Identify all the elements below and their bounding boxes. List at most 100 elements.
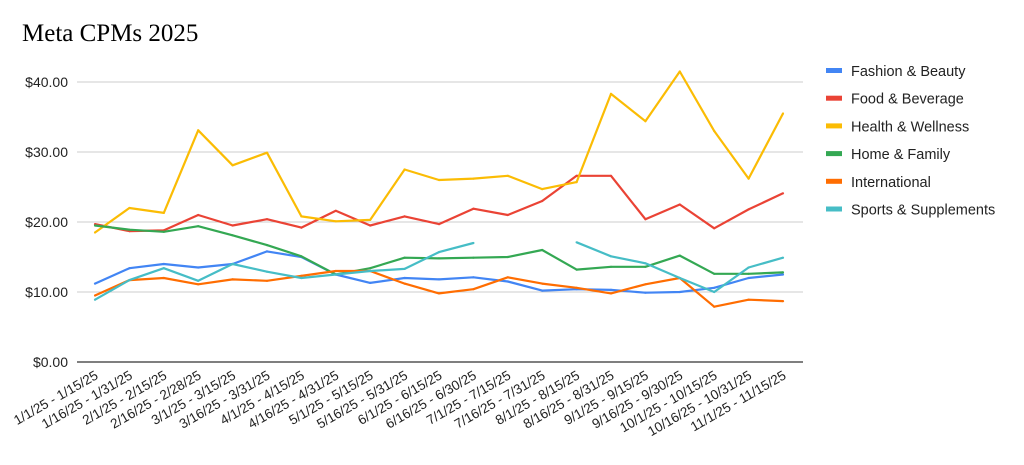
- data-point: [575, 181, 578, 184]
- data-point: [678, 70, 681, 73]
- y-tick-label: $10.00: [25, 284, 68, 300]
- data-point: [197, 283, 200, 286]
- legend-swatch: [826, 123, 842, 129]
- data-point: [265, 270, 269, 273]
- data-point: [713, 305, 716, 308]
- data-point: [437, 251, 441, 254]
- data-point: [437, 223, 441, 226]
- data-point: [644, 262, 647, 265]
- data-point: [644, 291, 647, 294]
- data-point: [231, 234, 234, 237]
- data-point: [781, 192, 785, 195]
- data-point: [541, 188, 544, 191]
- data-point: [472, 207, 475, 210]
- data-point: [231, 164, 234, 167]
- data-point: [437, 257, 441, 260]
- y-tick-label: $40.00: [25, 74, 68, 90]
- data-point: [128, 206, 131, 210]
- data-point: [713, 272, 716, 275]
- data-point: [369, 269, 372, 273]
- data-point: [93, 298, 97, 301]
- data-point: [403, 168, 406, 171]
- data-point: [644, 283, 647, 286]
- data-point: [231, 262, 234, 266]
- data-point: [609, 265, 613, 268]
- legend-swatch: [826, 151, 842, 157]
- y-tick-label: $0.00: [33, 354, 68, 370]
- data-point: [334, 269, 337, 273]
- data-point: [678, 276, 681, 280]
- data-point: [231, 224, 234, 227]
- data-point: [162, 262, 165, 266]
- data-point: [713, 286, 716, 289]
- data-point: [197, 266, 200, 269]
- data-point: [747, 177, 750, 180]
- data-point: [506, 255, 509, 259]
- data-point: [678, 290, 681, 294]
- data-point: [506, 174, 509, 177]
- legend-swatch: [826, 178, 842, 184]
- data-point: [93, 282, 97, 285]
- data-point: [472, 177, 475, 180]
- data-point: [369, 224, 372, 227]
- data-point: [334, 209, 337, 212]
- data-point: [644, 120, 647, 123]
- legend-swatch: [826, 206, 842, 212]
- data-point: [575, 174, 578, 177]
- y-tick-label: $30.00: [25, 144, 68, 160]
- data-point: [437, 292, 441, 295]
- data-point: [575, 286, 578, 289]
- data-point: [781, 300, 785, 303]
- data-point: [197, 225, 200, 228]
- data-point: [747, 272, 750, 275]
- data-point: [231, 278, 234, 281]
- data-point: [781, 256, 785, 259]
- data-point: [300, 215, 303, 218]
- data-point: [403, 215, 406, 218]
- data-point: [781, 273, 785, 276]
- data-point: [265, 279, 269, 282]
- data-point: [472, 288, 475, 291]
- data-point: [609, 288, 613, 291]
- data-point: [93, 231, 97, 234]
- data-point: [781, 271, 785, 274]
- data-point: [334, 273, 337, 276]
- data-point: [300, 276, 303, 280]
- data-point: [506, 280, 509, 283]
- data-point: [93, 294, 97, 297]
- data-point: [678, 203, 681, 206]
- data-point: [334, 220, 337, 223]
- data-point: [300, 274, 303, 277]
- data-point: [162, 230, 165, 233]
- data-point: [197, 129, 200, 132]
- data-point: [506, 276, 509, 279]
- legend-swatch: [826, 68, 842, 73]
- series-line-international: [94, 269, 784, 308]
- data-point: [575, 241, 578, 244]
- data-point: [265, 250, 269, 253]
- data-point: [609, 255, 613, 258]
- data-point: [541, 289, 544, 292]
- data-point: [747, 266, 750, 269]
- data-point: [403, 256, 406, 259]
- data-point: [609, 174, 613, 177]
- data-point: [403, 267, 406, 270]
- data-point: [747, 276, 750, 280]
- data-point: [781, 112, 785, 115]
- data-point: [541, 199, 544, 203]
- data-point: [541, 282, 544, 285]
- data-point: [162, 211, 165, 214]
- data-point: [713, 290, 716, 294]
- data-point: [609, 292, 613, 295]
- data-point: [644, 218, 647, 221]
- chart-title: Meta CPMs 2025: [22, 20, 199, 47]
- data-point: [747, 298, 750, 301]
- data-point: [128, 279, 131, 282]
- data-point: [369, 218, 372, 221]
- data-point: [472, 276, 475, 279]
- y-tick-label: $20.00: [25, 214, 68, 230]
- data-point: [678, 254, 681, 257]
- series-line-sports-supplements: [94, 241, 474, 301]
- data-point: [506, 213, 509, 217]
